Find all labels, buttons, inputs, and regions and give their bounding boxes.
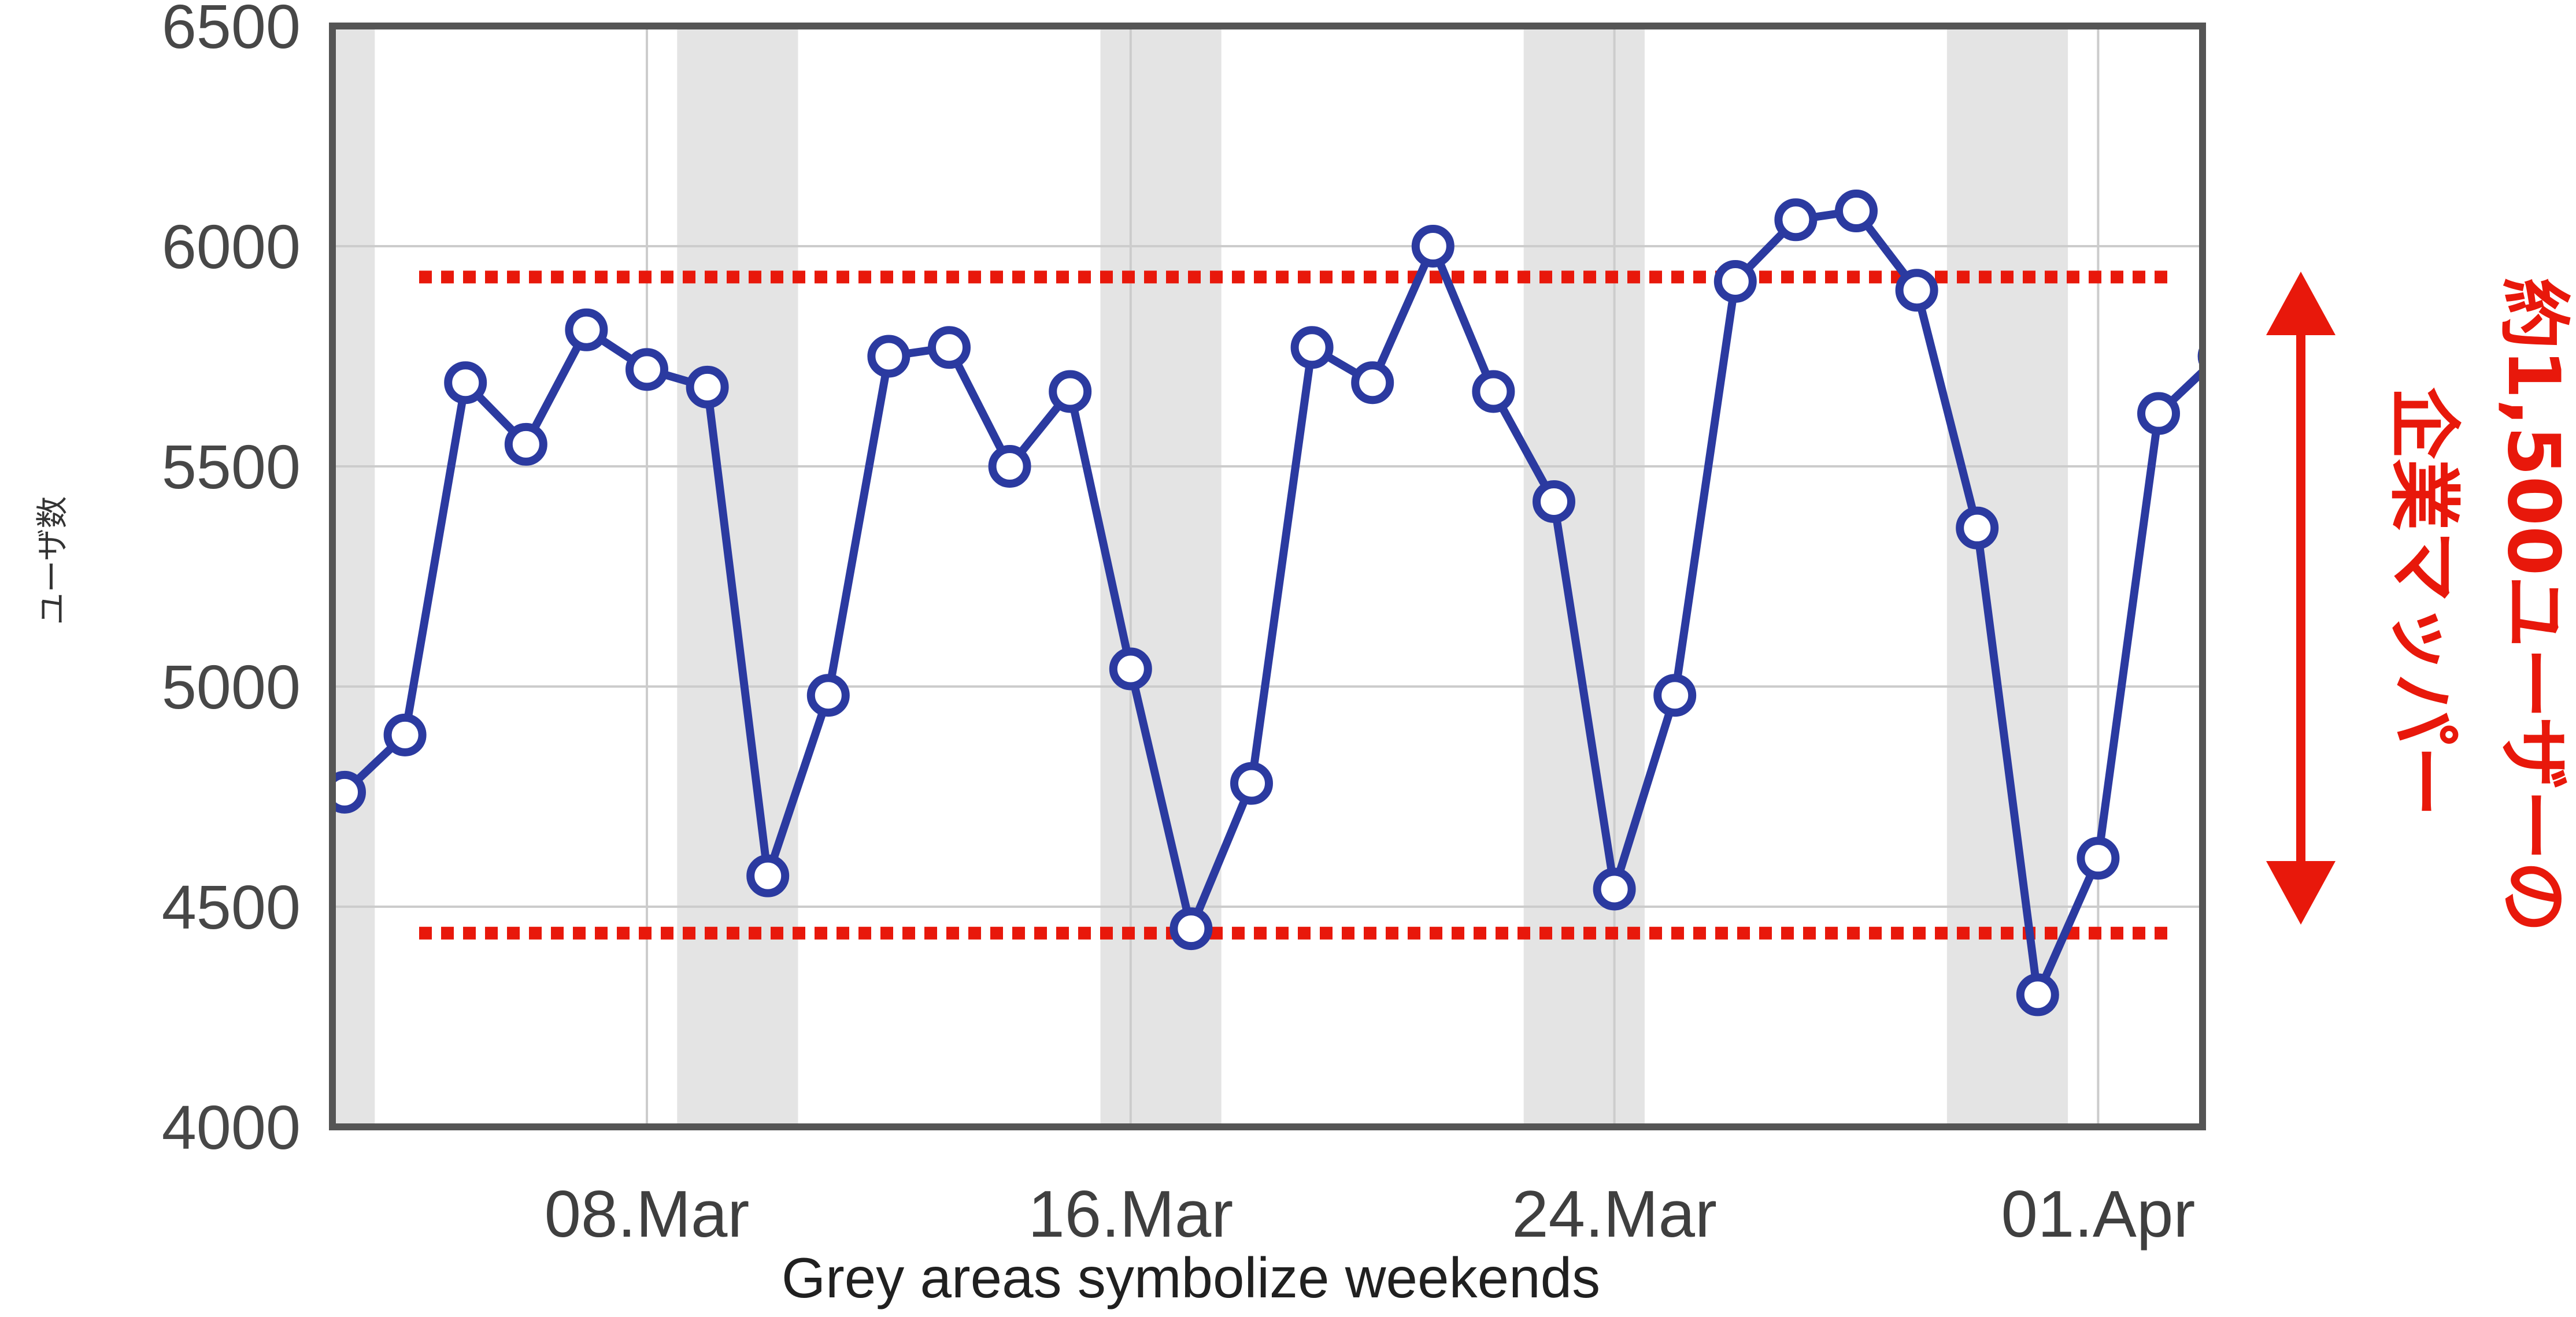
plot-frame	[329, 23, 2206, 1130]
data-point	[1169, 907, 1213, 951]
data-point	[2137, 392, 2180, 435]
y-tick-label: 6000	[162, 212, 301, 281]
reference-lines	[419, 270, 2174, 940]
data-point	[2197, 343, 2203, 370]
annotation-line-1: 約1,500ユーザーの	[2492, 277, 2575, 933]
data-point	[504, 422, 547, 466]
data-point	[1713, 259, 1757, 303]
weekend-band	[1946, 26, 2068, 1127]
x-tick-label: 08.Mar	[545, 1178, 750, 1251]
data-point	[626, 348, 668, 391]
weekend-band	[1100, 26, 1222, 1127]
weekend-band	[1523, 26, 1645, 1127]
x-tick-label: 01.Apr	[2001, 1178, 2195, 1251]
y-tick-label: 4500	[162, 872, 301, 942]
y-axis-ticks: 4000 4500 5000 5500 6000 6500	[162, 0, 301, 1162]
x-axis-ticks: 08.Mar 16.Mar 24.Mar 01.Apr	[545, 1178, 2196, 1251]
series-line-group	[332, 190, 2203, 1016]
data-point	[2016, 973, 2059, 1016]
data-point	[1049, 370, 1092, 413]
data-point	[1895, 269, 1938, 312]
y-tick-label: 4000	[162, 1092, 301, 1162]
plot-background	[332, 26, 2203, 1127]
x-tick-label: 24.Mar	[1512, 1178, 1717, 1251]
x-axis-label: Grey areas symbolize weekends	[782, 1246, 1600, 1309]
data-point	[686, 365, 729, 409]
data-point	[1230, 762, 1273, 805]
data-point	[806, 674, 850, 717]
y-tick-label: 5000	[162, 652, 301, 722]
x-tick-label: 16.Mar	[1028, 1178, 1233, 1251]
data-point	[1956, 506, 1999, 550]
data-point	[444, 361, 487, 405]
weekend-bands	[332, 26, 2068, 1127]
data-point	[1109, 647, 1152, 691]
data-point	[2077, 837, 2120, 880]
annotation-line-2: 企業マッパー	[2382, 387, 2465, 817]
data-point	[867, 335, 911, 378]
data-point	[1835, 190, 1878, 233]
range-arrow	[2266, 272, 2336, 925]
range-arrow-head-down	[2266, 861, 2336, 925]
data-point	[1593, 867, 1636, 911]
y-tick-label: 6500	[162, 0, 301, 61]
data-point	[1351, 361, 1394, 405]
data-point	[1290, 326, 1334, 369]
data-point	[383, 713, 427, 756]
data-point	[1411, 225, 1454, 268]
data-point	[1533, 480, 1575, 523]
data-point	[928, 326, 971, 369]
weekend-band	[332, 26, 375, 1127]
data-point	[332, 770, 366, 814]
data-point	[1774, 198, 1818, 242]
range-arrow-head-up	[2266, 272, 2336, 335]
y-tick-label: 5500	[162, 432, 301, 502]
data-point	[1472, 370, 1515, 413]
data-point	[1653, 674, 1697, 717]
y-axis-label: ユーザ数	[34, 496, 72, 625]
data-point	[988, 445, 1031, 488]
weekend-band	[677, 26, 798, 1127]
data-point	[746, 854, 790, 897]
data-point	[565, 308, 608, 351]
